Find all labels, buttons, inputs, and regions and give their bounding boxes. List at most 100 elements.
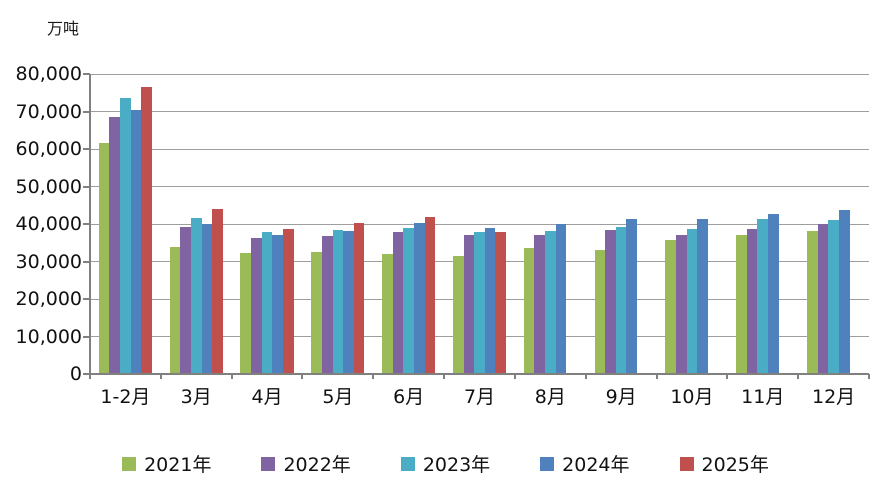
bar-2024年-11月: [768, 213, 779, 374]
x-axis-tick: [655, 374, 658, 379]
x-axis-tick: [513, 374, 516, 379]
x-axis-label: 12月: [811, 386, 856, 408]
y-axis-tick-label: 30,000: [15, 250, 82, 273]
bar-2021年-6月: [382, 254, 393, 374]
y-axis-tick: [83, 148, 90, 150]
bar-2022年-8月: [534, 234, 545, 374]
y-axis-tick-label: 40,000: [15, 213, 82, 235]
bar-2023年-12月: [828, 219, 839, 374]
x-axis-label: 10月: [670, 386, 714, 408]
x-axis-tick: [159, 374, 162, 379]
gridline: [90, 73, 869, 75]
bar-2022年-5月: [321, 236, 333, 374]
legend-item-2025年: 2025年: [679, 450, 769, 477]
bar-2022年-11月: [746, 228, 758, 374]
gridline: [90, 186, 869, 187]
legend: 2021年 2022年 2023年 2024年 2025年: [0, 450, 891, 477]
bar-2022年-6月: [392, 232, 404, 374]
legend-label: 2025年: [701, 454, 769, 476]
bar-2022年-7月: [463, 234, 475, 374]
x-axis-tick: [868, 374, 870, 379]
x-axis-tick: [230, 374, 233, 379]
x-axis-label: 9月: [605, 386, 637, 408]
bar-2025年-3月: [212, 208, 223, 374]
y-axis-tick-label: 20,000: [15, 288, 82, 310]
x-axis-tick: [726, 374, 729, 379]
x-axis-label: 3月: [180, 386, 212, 408]
bar-2021年-5月: [311, 251, 322, 374]
bar-2022年-12月: [817, 224, 829, 374]
x-axis-label: 11月: [741, 386, 785, 408]
legend-item-2021年: 2021年: [122, 450, 211, 477]
y-axis-tick-label: 80,000: [15, 63, 82, 85]
bar-2021年-7月: [452, 256, 464, 374]
bar-2025年-4月: [282, 228, 294, 374]
bar-2025年-5月: [353, 222, 365, 374]
bar-2022年-4月: [251, 238, 262, 374]
bar-2024年-10月: [697, 218, 708, 374]
x-axis-label: 5月: [322, 386, 354, 408]
x-axis-label: 6月: [393, 386, 425, 408]
bar-2022年-10月: [676, 235, 687, 374]
bar-2024年-9月: [626, 218, 638, 374]
y-axis-tick: [83, 185, 90, 188]
x-axis-tick: [797, 374, 800, 379]
y-axis-tick-label: 70,000: [15, 100, 82, 123]
bar-2023年-9月: [615, 226, 627, 374]
x-axis-line: [83, 373, 869, 375]
y-axis-tick: [83, 335, 90, 338]
legend-item-2022年: 2022年: [261, 450, 351, 477]
gridline: [90, 111, 869, 112]
bar-2021年-8月: [523, 248, 535, 374]
bar-2024年-8月: [555, 224, 567, 374]
bar-2021年-4月: [240, 253, 252, 374]
plot-area: 0 10,000 20,000 30,000 40,000 50,000 60,000 70,…: [15, 63, 870, 408]
bar-2021年-10月: [665, 239, 676, 374]
y-axis-tick: [83, 223, 90, 225]
bar-2022年-3月: [180, 227, 191, 374]
bar-2023年-8月: [545, 231, 556, 374]
legend-item-2024年: 2024年: [540, 450, 630, 477]
y-axis-tick-label: 0: [69, 363, 82, 385]
bar-2024年-5月: [343, 230, 354, 374]
bar-2023年-7月: [474, 232, 485, 374]
bar-2022年-1-2月: [109, 116, 121, 374]
legend-item-2023年: 2023年: [400, 450, 491, 477]
x-axis-tick: [301, 374, 304, 379]
y-axis-tick-label: 10,000: [15, 325, 82, 348]
bar-2023年-6月: [403, 227, 414, 374]
x-axis-tick: [89, 374, 91, 379]
bar-2024年-12月: [838, 210, 850, 374]
bar-2025年-1-2月: [141, 87, 152, 374]
bar-2021年-12月: [807, 231, 818, 374]
gridline: [90, 223, 869, 225]
bar-2024年-4月: [272, 235, 283, 374]
y-axis-unit-label: 万吨: [47, 19, 80, 38]
legend-swatch: [679, 456, 694, 471]
bar-2021年-11月: [736, 235, 747, 374]
y-axis-tick: [83, 260, 90, 263]
x-axis-label: 7月: [463, 386, 496, 408]
bar-2021年-1-2月: [98, 142, 110, 374]
x-axis-tick: [443, 374, 446, 379]
x-axis-label: 1-2月: [100, 386, 151, 408]
legend-label: 2023年: [422, 454, 491, 476]
bar-2024年-1-2月: [130, 110, 142, 374]
bar-2024年-6月: [413, 222, 425, 374]
legend-swatch: [400, 456, 415, 471]
y-axis-tick-label: 50,000: [15, 175, 82, 198]
bar-2024年-3月: [201, 224, 213, 374]
y-axis-tick: [83, 298, 90, 300]
legend-label: 2024年: [562, 454, 630, 476]
legend-label: 2021年: [144, 454, 212, 476]
bar-2023年-3月: [190, 218, 202, 374]
gridline: [90, 148, 869, 150]
y-axis-tick-label: 60,000: [15, 138, 82, 160]
y-axis-tick: [83, 110, 90, 113]
legend-swatch: [540, 456, 555, 471]
x-axis-tick: [372, 374, 375, 379]
bar-2023年-11月: [757, 219, 769, 374]
legend-swatch: [261, 456, 276, 471]
bar-2023年-10月: [686, 228, 698, 374]
